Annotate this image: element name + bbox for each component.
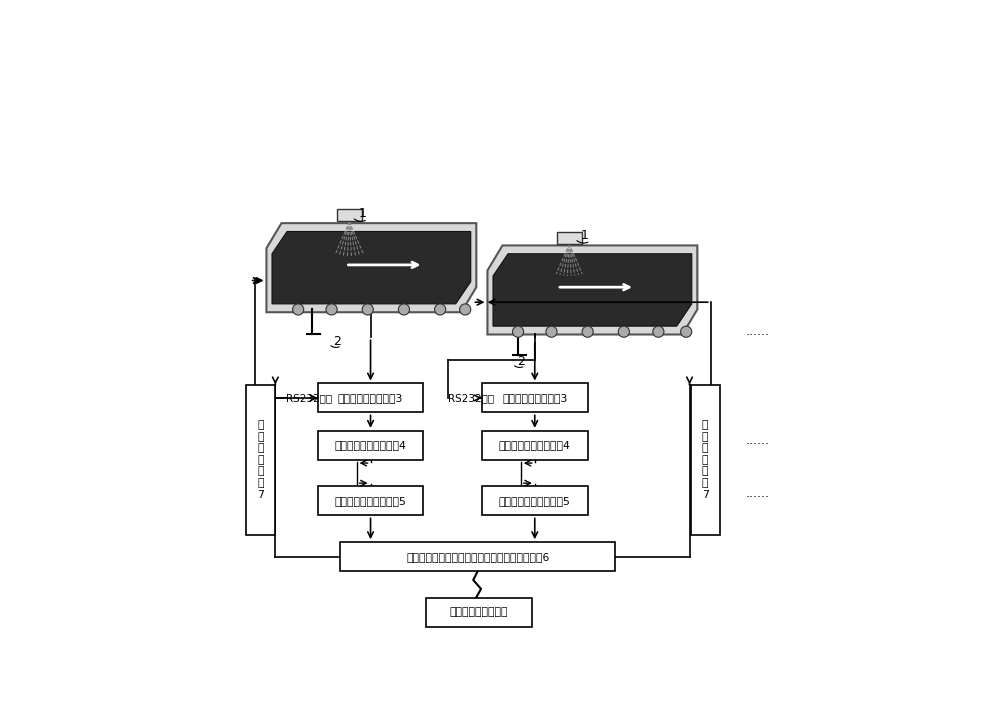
Text: ......: ...... xyxy=(745,325,769,338)
Text: ......: ...... xyxy=(745,487,769,500)
Text: 现
场
执
行
模
块
7: 现 场 执 行 模 块 7 xyxy=(257,420,264,500)
Polygon shape xyxy=(493,254,692,326)
Bar xyxy=(246,385,275,535)
Polygon shape xyxy=(487,245,697,335)
Text: 基于物联网的多级带式输送机协调控制管理装置6: 基于物联网的多级带式输送机协调控制管理装置6 xyxy=(406,552,549,562)
Bar xyxy=(482,431,588,460)
Text: 第二无线信号传输模块5: 第二无线信号传输模块5 xyxy=(335,496,406,506)
Bar xyxy=(340,542,615,571)
Circle shape xyxy=(435,304,446,315)
Circle shape xyxy=(293,304,304,315)
Text: ......: ...... xyxy=(745,434,769,447)
Polygon shape xyxy=(266,223,476,312)
Text: 2: 2 xyxy=(333,335,341,348)
Text: 2: 2 xyxy=(517,355,525,368)
Text: RS232串口: RS232串口 xyxy=(286,393,332,403)
Circle shape xyxy=(653,326,664,337)
Text: 第二无线信号传输模块5: 第二无线信号传输模块5 xyxy=(499,496,571,506)
Polygon shape xyxy=(272,231,471,304)
Circle shape xyxy=(546,326,557,337)
Bar xyxy=(691,385,720,535)
Circle shape xyxy=(681,326,692,337)
Text: 第一无线信号传输模块4: 第一无线信号传输模块4 xyxy=(499,440,571,450)
Text: RS232串口: RS232串口 xyxy=(448,393,495,403)
Text: 信号采集与处理模块3: 信号采集与处理模块3 xyxy=(502,393,567,403)
Text: 现
场
执
行
模
块
7: 现 场 执 行 模 块 7 xyxy=(702,420,709,500)
Bar xyxy=(318,487,423,515)
Circle shape xyxy=(326,304,337,315)
Bar xyxy=(482,487,588,515)
Text: 1: 1 xyxy=(358,208,366,221)
Bar xyxy=(557,231,582,244)
Circle shape xyxy=(398,304,410,315)
Bar xyxy=(318,383,423,412)
Text: 用户便携式移动终端: 用户便携式移动终端 xyxy=(450,607,508,617)
Circle shape xyxy=(362,304,373,315)
Bar xyxy=(426,598,532,627)
Circle shape xyxy=(582,326,593,337)
Bar xyxy=(337,209,362,221)
Text: 1: 1 xyxy=(581,229,589,242)
Circle shape xyxy=(618,326,629,337)
Text: 信号采集与处理模块3: 信号采集与处理模块3 xyxy=(338,393,403,403)
Bar xyxy=(318,431,423,460)
Circle shape xyxy=(512,326,524,337)
Circle shape xyxy=(460,304,471,315)
Text: 第一无线信号传输模块4: 第一无线信号传输模块4 xyxy=(335,440,406,450)
Bar xyxy=(482,383,588,412)
